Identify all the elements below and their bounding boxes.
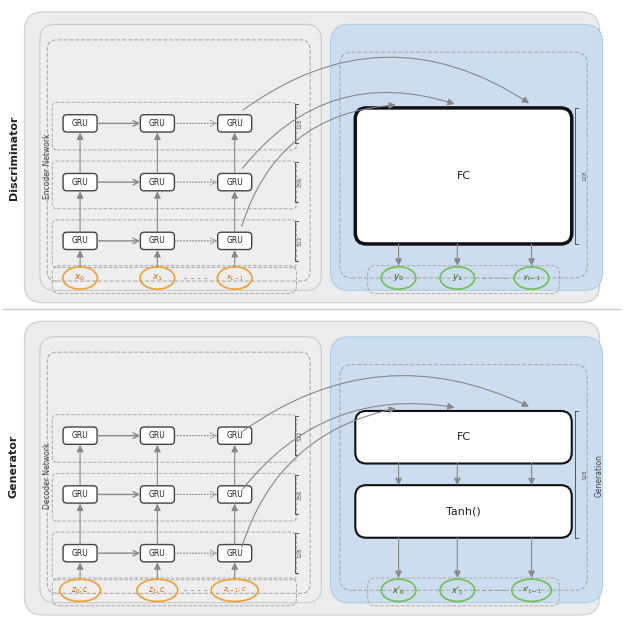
FancyBboxPatch shape [140,232,174,250]
Text: $y_0$: $y_0$ [393,273,404,283]
Text: GRU: GRU [227,490,243,499]
Text: $x_0$: $x_0$ [74,273,85,283]
Text: $x'_{L-1}$: $x'_{L-1}$ [522,585,542,596]
Text: Discriminator: Discriminator [9,115,19,200]
Text: Encoder Network: Encoder Network [43,134,52,200]
Text: Generation: Generation [595,454,604,497]
FancyBboxPatch shape [140,545,174,562]
Text: - - - -: - - - - [483,585,506,595]
Text: GRU: GRU [149,431,166,440]
Text: - - - -: - - - - [184,273,208,283]
Text: 256: 256 [298,489,303,500]
Text: 128: 128 [582,171,587,181]
FancyBboxPatch shape [218,115,251,132]
Text: 128: 128 [298,118,303,129]
Text: Decoder Network: Decoder Network [43,442,52,509]
FancyBboxPatch shape [63,173,97,191]
Text: GRU: GRU [227,178,243,187]
FancyBboxPatch shape [355,485,572,538]
FancyBboxPatch shape [63,545,97,562]
FancyBboxPatch shape [40,337,321,603]
FancyBboxPatch shape [355,108,572,244]
Text: $y_1$: $y_1$ [452,273,463,283]
Text: - - - -: - - - - [184,585,208,595]
Text: 512: 512 [298,236,303,246]
Text: 256: 256 [298,177,303,187]
Text: - - - -: - - - - [483,273,506,283]
FancyBboxPatch shape [63,427,97,444]
Text: GRU: GRU [72,178,89,187]
Text: GRU: GRU [72,548,89,558]
Text: GRU: GRU [72,490,89,499]
FancyBboxPatch shape [140,485,174,503]
FancyBboxPatch shape [355,411,572,464]
FancyBboxPatch shape [40,24,321,290]
Text: GRU: GRU [149,119,166,128]
Text: $x_1$: $x_1$ [152,273,163,283]
Text: GRU: GRU [227,431,243,440]
Text: GRU: GRU [227,119,243,128]
Text: GRU: GRU [72,119,89,128]
FancyBboxPatch shape [218,545,251,562]
Text: FC: FC [457,432,470,442]
FancyBboxPatch shape [218,485,251,503]
FancyBboxPatch shape [63,485,97,503]
Text: $z_0;c$: $z_0;c$ [71,585,89,595]
Text: $z_{L-1};c$: $z_{L-1};c$ [223,586,246,595]
Text: GRU: GRU [227,548,243,558]
Text: $x'_1$: $x'_1$ [451,584,464,597]
FancyBboxPatch shape [24,12,600,303]
FancyBboxPatch shape [218,173,251,191]
FancyBboxPatch shape [331,337,603,603]
FancyBboxPatch shape [331,24,603,290]
Text: Tanh(): Tanh() [446,507,481,517]
Text: GRU: GRU [72,431,89,440]
Text: $z_1;c$: $z_1;c$ [149,585,166,595]
Text: 128: 128 [582,469,587,480]
Text: 128: 128 [298,548,303,558]
FancyBboxPatch shape [218,232,251,250]
FancyBboxPatch shape [63,232,97,250]
FancyBboxPatch shape [140,173,174,191]
Text: $x_{L-1}$: $x_{L-1}$ [226,273,243,283]
FancyBboxPatch shape [140,115,174,132]
FancyBboxPatch shape [63,115,97,132]
Text: GRU: GRU [72,236,89,245]
FancyBboxPatch shape [140,427,174,444]
Text: Generator: Generator [9,435,19,499]
Text: 512: 512 [298,431,303,441]
FancyBboxPatch shape [24,321,600,615]
Text: GRU: GRU [149,236,166,245]
Text: GRU: GRU [149,490,166,499]
Text: GRU: GRU [149,548,166,558]
Text: FC: FC [457,171,470,181]
Text: $x'_0$: $x'_0$ [392,584,405,597]
Text: GRU: GRU [227,236,243,245]
Text: $y_{L-1}$: $y_{L-1}$ [523,273,540,283]
FancyBboxPatch shape [218,427,251,444]
Text: GRU: GRU [149,178,166,187]
